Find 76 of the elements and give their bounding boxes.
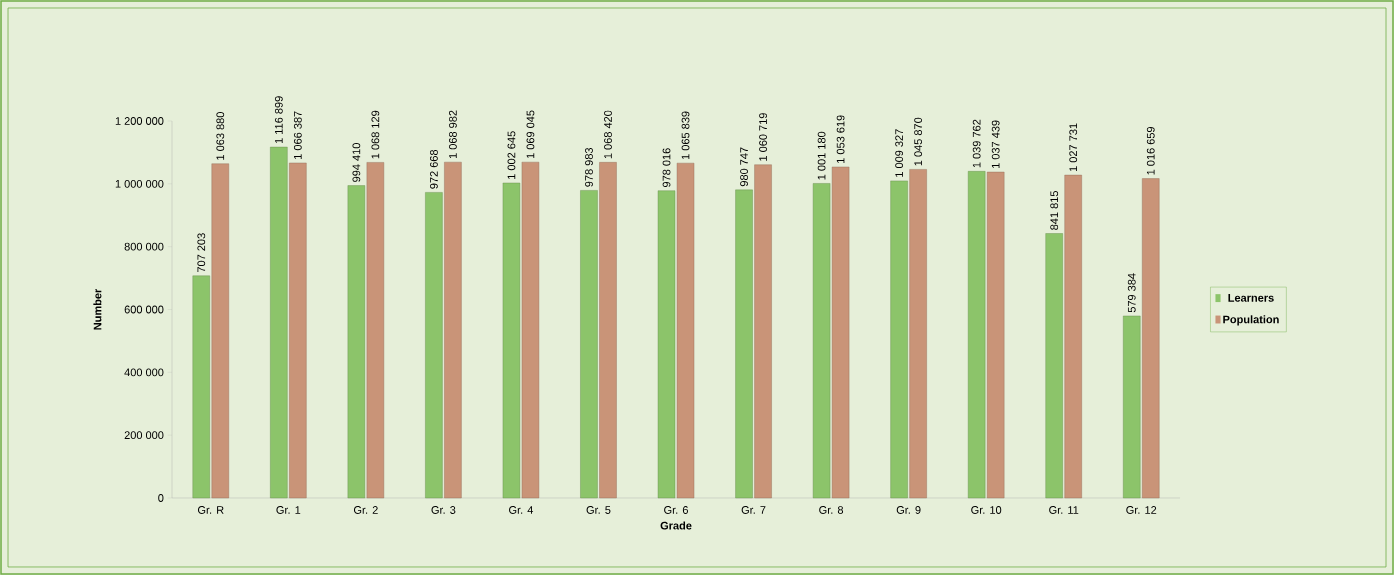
data-label: 1 009 327 [895,129,904,177]
data-label: 1 069 045 [526,110,535,159]
bar [502,182,521,499]
y-tick-label: 0 [158,494,164,502]
bar [289,162,307,499]
x-tick-label: Gr. 11 [1049,506,1079,514]
bar [1064,174,1082,499]
y-axis-title: Number [93,288,102,330]
data-label: 841 815 [1050,191,1059,230]
bar [676,162,695,499]
bar [754,164,772,499]
data-label: 707 203 [197,233,206,273]
bar [270,146,288,499]
data-label: 1 068 982 [449,110,457,159]
bar [1123,315,1141,499]
data-label: 994 410 [352,143,361,182]
data-label: 972 668 [430,149,438,189]
x-axis-title: Grade [660,521,692,530]
bar [580,190,598,499]
bar [366,162,385,499]
data-label: 978 016 [662,148,671,188]
bar [812,183,831,499]
bar [831,166,850,499]
data-label: 1 002 645 [507,131,516,179]
bar [192,275,210,499]
data-label: 1 063 880 [216,112,225,160]
x-tick-label: Gr. 7 [741,506,766,514]
bar [967,171,986,499]
bar [657,190,676,499]
x-tick-label: Gr. 1 [276,506,301,514]
x-tick-label: Gr. 12 [1126,506,1157,514]
data-label: 1 053 619 [836,115,845,163]
legend-label: Learners [1228,294,1274,302]
x-tick-label: Gr. 10 [971,506,1002,514]
data-label: 1 039 762 [972,119,981,168]
x-tick-label: Gr. 3 [431,506,456,514]
bar [444,161,462,499]
y-tick-label: 200 000 [124,431,164,440]
bar [521,161,540,499]
legend-label: Population [1223,315,1279,326]
y-tick-label: 1 200 000 [115,117,164,125]
data-label: 1 001 180 [817,131,826,180]
bar [1142,178,1160,499]
data-label: 1 116 899 [274,96,283,144]
bar [890,180,908,499]
data-label: 579 384 [1127,273,1136,313]
x-tick-label: Gr. R [197,506,224,514]
bar [909,169,927,499]
data-label: 1 066 387 [293,111,302,159]
data-label: 1 068 420 [604,110,612,159]
data-label: 980 747 [740,147,748,187]
y-tick-label: 1 000 000 [115,179,164,188]
data-label: 1 045 870 [914,117,923,166]
x-tick-label: Gr. 5 [586,506,611,514]
y-tick-label: 600 000 [124,305,164,314]
data-label: 1 068 129 [371,110,380,159]
x-tick-label: Gr. 9 [896,506,921,514]
data-label: 1 060 719 [759,113,767,161]
x-tick-label: Gr. 2 [353,506,378,514]
bar [347,185,366,499]
bar [425,192,443,499]
y-tick-label: 800 000 [124,242,164,251]
x-tick-label: Gr. 6 [664,506,688,514]
data-label: 978 983 [585,147,593,187]
bar [735,189,753,499]
bar [986,171,1005,499]
bar [599,162,617,499]
bar [211,163,229,499]
data-label: 1 027 731 [1069,123,1078,172]
x-tick-label: Gr. 4 [509,506,534,514]
bar [1045,233,1063,499]
data-label: 1 065 839 [681,111,690,160]
x-tick-label: Gr. 8 [819,506,844,514]
data-label: 1 016 659 [1146,126,1155,175]
y-tick-label: 400 000 [124,368,164,377]
data-label: 1 037 439 [991,120,1000,169]
